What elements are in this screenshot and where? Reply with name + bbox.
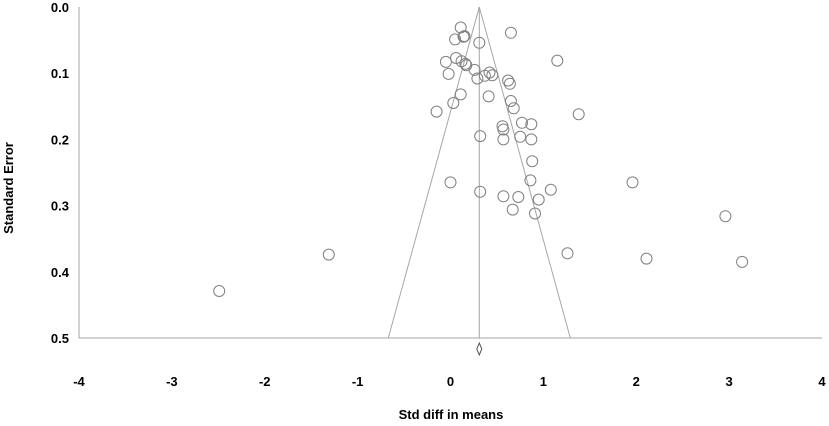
plot-lines (78, 6, 822, 357)
data-point (471, 72, 484, 85)
data-point (640, 252, 653, 265)
y-tick-label: 0.4 (51, 265, 70, 280)
x-tick-label: -4 (73, 374, 85, 389)
data-point (457, 30, 470, 43)
data-point (482, 90, 495, 103)
y-axis-title: Standard Error (1, 142, 16, 234)
data-point (561, 247, 574, 260)
data-point (503, 77, 516, 90)
x-axis-title: Std diff in means (399, 407, 504, 422)
data-point (213, 285, 226, 297)
data-point (444, 176, 457, 189)
x-tick-label: -2 (259, 374, 271, 389)
data-point (719, 210, 732, 223)
x-tick-label: 3 (726, 374, 733, 389)
data-point (532, 193, 545, 206)
data-point (504, 26, 517, 39)
data-point (459, 57, 472, 70)
data-point (514, 130, 527, 143)
data-point (626, 176, 639, 189)
data-point (572, 108, 585, 121)
data-point (473, 36, 486, 49)
data-point (497, 133, 510, 146)
x-tick-label: 2 (633, 374, 640, 389)
summary-diamond (476, 341, 483, 357)
data-point (497, 190, 510, 203)
data-point (526, 155, 539, 168)
x-tick-label: 0 (447, 374, 454, 389)
y-tick-label: 0.3 (51, 199, 69, 214)
data-point (454, 21, 467, 34)
y-tick-label: 0.1 (51, 66, 69, 81)
funnel-left-limit (387, 6, 480, 339)
data-point (524, 174, 537, 187)
data-point (525, 118, 538, 131)
data-point (439, 55, 452, 68)
data-point (474, 185, 487, 198)
x-tick-label: 4 (818, 374, 826, 389)
funnel-right-limit (478, 6, 571, 339)
data-point (504, 95, 517, 107)
data-point (544, 183, 557, 196)
data-point (506, 203, 519, 216)
data-point (497, 123, 510, 136)
tick-labels: 0.0 0.1 0.2 0.3 0.4 0.5 -4 -3 -2 -1 0 1 2 3 4 (51, 0, 826, 389)
data-point (447, 97, 460, 109)
data-point (736, 255, 749, 268)
data-point (525, 133, 538, 146)
data-point (529, 207, 541, 220)
data-point (449, 33, 462, 46)
data-point (551, 54, 564, 67)
data-point (502, 74, 515, 87)
data-point (483, 66, 496, 79)
data-point (507, 102, 520, 115)
x-tick-label: -1 (352, 374, 364, 389)
data-point (468, 63, 481, 76)
data-point (454, 88, 467, 101)
y-tick-label: 0.2 (51, 132, 69, 147)
data-point (486, 69, 499, 82)
y-tick-label: 0.0 (51, 0, 69, 15)
data-point (474, 130, 487, 143)
data-point (516, 116, 528, 129)
data-point (455, 55, 468, 68)
y-tick-label: 0.5 (51, 331, 69, 346)
data-points (213, 21, 749, 297)
data-point (322, 248, 335, 261)
data-point (512, 191, 525, 203)
x-tick-label: 1 (540, 374, 547, 389)
data-point (442, 67, 455, 80)
data-point (430, 105, 443, 118)
x-tick-label: -3 (166, 374, 178, 389)
